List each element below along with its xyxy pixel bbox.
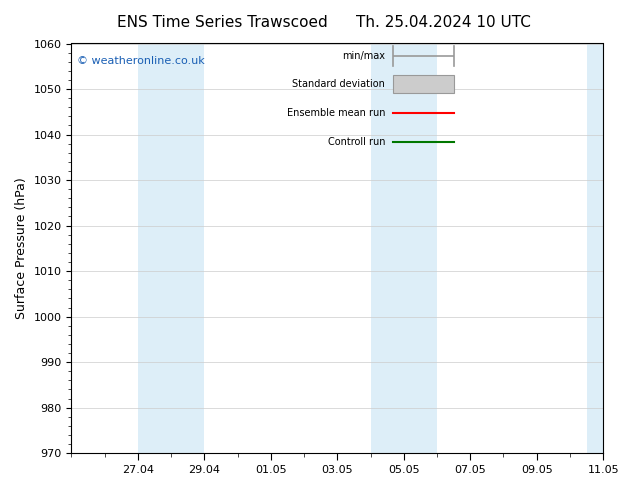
Y-axis label: Surface Pressure (hPa): Surface Pressure (hPa) xyxy=(15,177,28,319)
Text: Th. 25.04.2024 10 UTC: Th. 25.04.2024 10 UTC xyxy=(356,15,531,30)
Text: © weatheronline.co.uk: © weatheronline.co.uk xyxy=(77,56,205,66)
Bar xyxy=(393,75,455,94)
Bar xyxy=(138,44,204,453)
Text: Controll run: Controll run xyxy=(328,137,385,147)
Bar xyxy=(586,44,603,453)
Bar xyxy=(370,44,437,453)
Text: Ensemble mean run: Ensemble mean run xyxy=(287,108,385,118)
Text: min/max: min/max xyxy=(342,51,385,61)
Text: Standard deviation: Standard deviation xyxy=(292,79,385,90)
Text: ENS Time Series Trawscoed: ENS Time Series Trawscoed xyxy=(117,15,327,30)
